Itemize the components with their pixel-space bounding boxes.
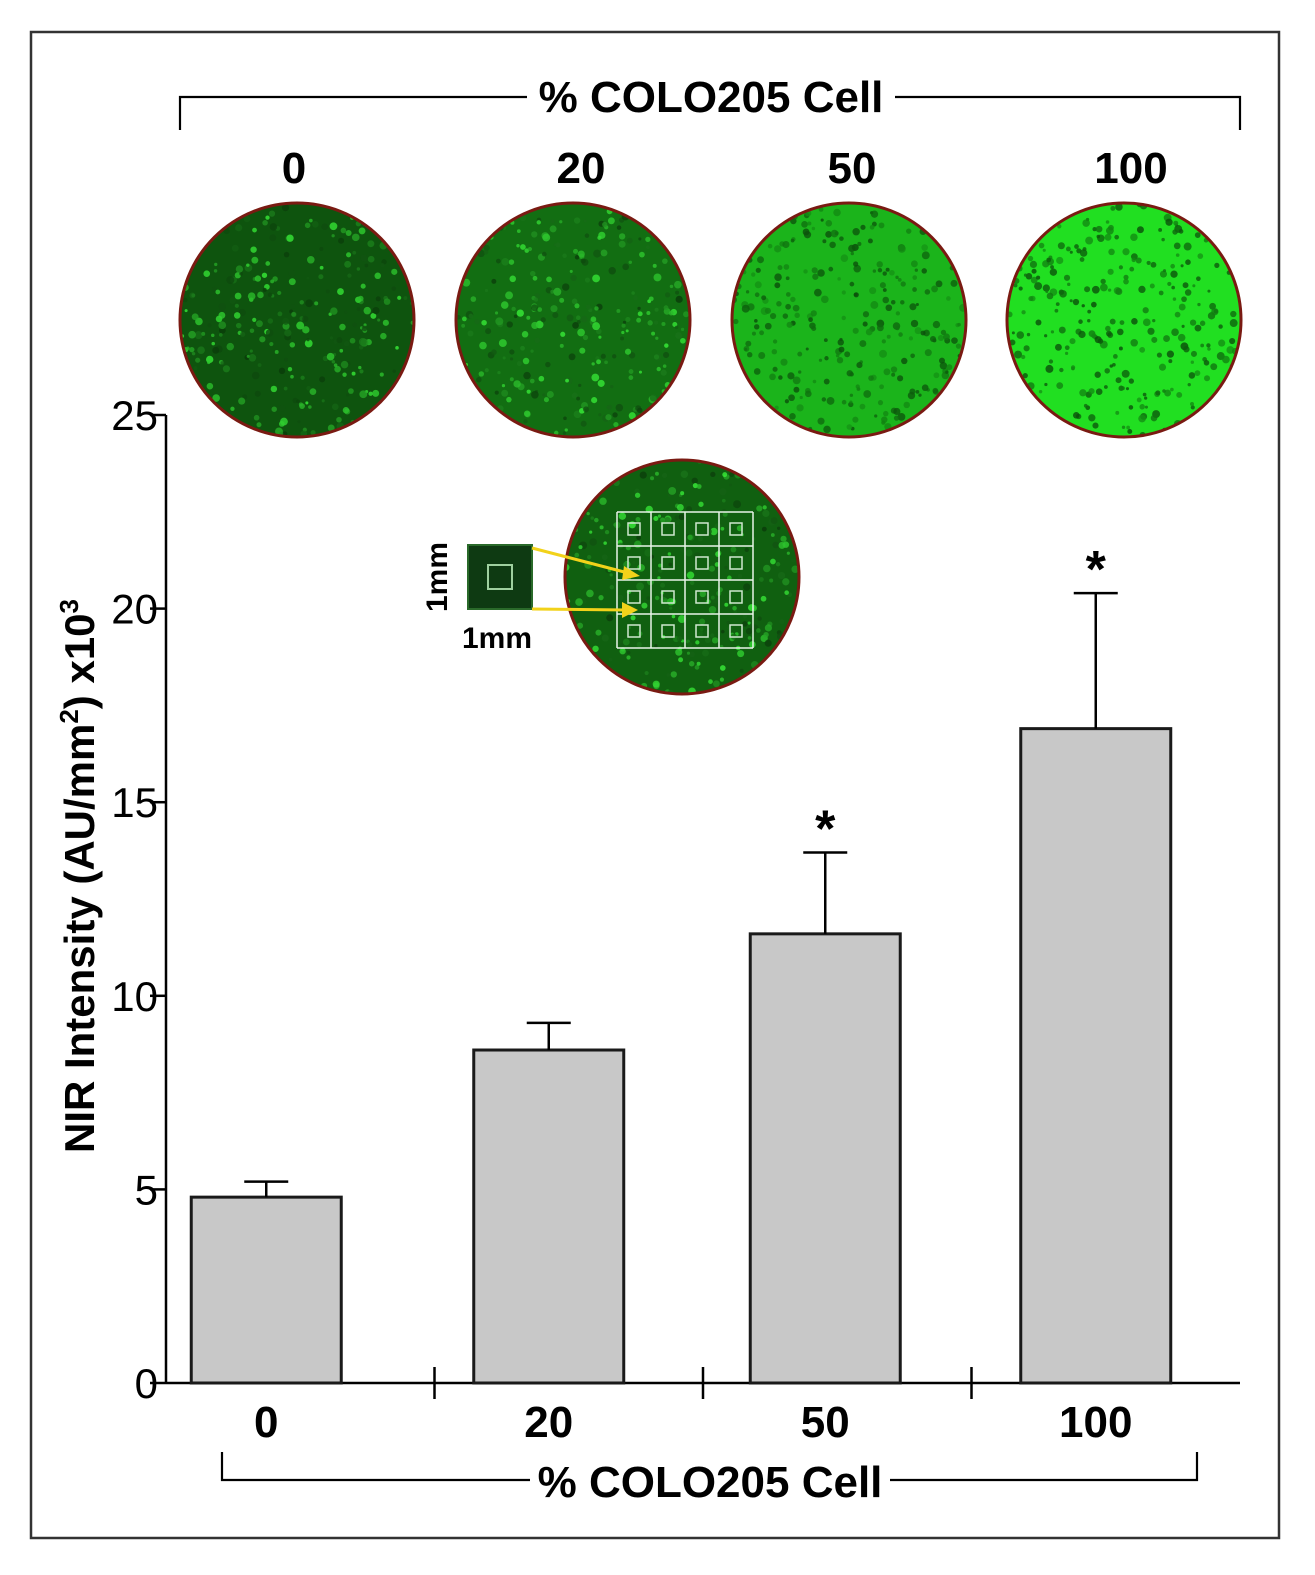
inset-grid-cell <box>695 522 709 536</box>
y-axis-label-main: NIR Intensity (AU/mm <box>56 724 103 1153</box>
well-rim <box>178 201 416 439</box>
inset-grid-cell <box>661 624 675 638</box>
inset-grid-cell <box>661 522 675 536</box>
y-tick-label: 0 <box>135 1360 158 1407</box>
bars: ** <box>189 541 1173 1385</box>
y-ticks: 0 5 10 15 20 25 <box>111 392 166 1407</box>
top-group-bracket: % COLO205 Cell <box>178 73 1242 130</box>
well-inset <box>563 458 801 696</box>
inset-grid-cell <box>661 590 675 604</box>
y-axis-label-sup1: 2 <box>54 709 84 723</box>
grid-inset: 1mm 1mm <box>421 458 801 696</box>
well-label-100: 100 <box>1094 144 1167 193</box>
x-tick-label-50: 50 <box>801 1398 850 1447</box>
well-speckle <box>565 460 799 694</box>
inset-grid-cell <box>729 556 743 570</box>
well-label-0: 0 <box>282 144 306 193</box>
well-rim <box>454 201 692 439</box>
inset-grid-cell <box>729 590 743 604</box>
well-rim <box>730 201 968 439</box>
significance-marker-100: * <box>1086 541 1107 599</box>
inset-grid-cell <box>695 556 709 570</box>
inset-grid-cell <box>627 556 641 570</box>
well-speckle <box>456 208 690 436</box>
x-ticks: 0 20 50 100 <box>254 1367 1132 1447</box>
inset-grid-cell <box>627 522 641 536</box>
bar-0 <box>189 1195 343 1385</box>
bar-20 <box>472 1048 626 1385</box>
well-label-20: 20 <box>557 144 606 193</box>
well-speckle <box>180 204 414 437</box>
inset-grid-cell <box>695 590 709 604</box>
inset-grid-cell <box>661 556 675 570</box>
well-3 <box>1005 201 1243 439</box>
x-tick-label-100: 100 <box>1059 1398 1132 1447</box>
inset-well <box>563 458 801 696</box>
inset-width-label: 1mm <box>462 622 532 655</box>
well-disc <box>1007 203 1241 437</box>
well-speckle <box>1007 203 1239 437</box>
inset-height-label: 1mm <box>421 542 454 612</box>
inset-grid-cell <box>695 624 709 638</box>
inset-grid-cell <box>627 590 641 604</box>
y-axis-label-sup2: 3 <box>54 599 84 613</box>
well-speckle <box>732 207 966 434</box>
inset-grid-cell <box>627 624 641 638</box>
callout-arrows <box>531 546 640 618</box>
y-axis-label-mid: ) x10 <box>56 613 103 709</box>
well-1 <box>454 201 692 439</box>
y-tick-label: 20 <box>111 586 158 633</box>
y-tick-label: 25 <box>111 392 158 439</box>
well-rim <box>1005 201 1243 439</box>
inset-grid <box>616 511 754 649</box>
well-images: 0 20 50 100 <box>178 144 1243 439</box>
y-tick-label: 15 <box>111 779 158 826</box>
inset-grid-cell <box>729 624 743 638</box>
inset-small-square <box>467 544 533 610</box>
bar-50 <box>748 932 902 1385</box>
well-disc <box>180 203 414 437</box>
well-0 <box>178 201 416 439</box>
x-axis-label: % COLO205 Cell <box>538 1458 883 1507</box>
well-rim <box>563 458 801 696</box>
significance-marker-50: * <box>815 801 836 859</box>
x-tick-label-0: 0 <box>254 1398 278 1447</box>
top-group-label: % COLO205 Cell <box>539 73 884 122</box>
inset-grid-cell <box>729 522 743 536</box>
x-tick-label-20: 20 <box>524 1398 573 1447</box>
bar-100 <box>1019 727 1173 1385</box>
y-tick-label: 10 <box>111 973 158 1020</box>
y-axis-label: NIR Intensity (AU/mm2) x103 <box>54 599 103 1153</box>
well-label-50: 50 <box>828 144 877 193</box>
y-tick-label: 5 <box>135 1166 158 1213</box>
bottom-group-bracket: % COLO205 Cell <box>220 1452 1199 1507</box>
well-2 <box>730 201 968 439</box>
figure-frame <box>29 30 1281 1540</box>
